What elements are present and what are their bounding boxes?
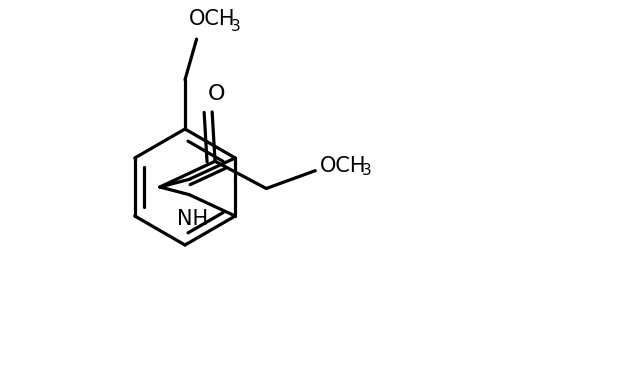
Text: O: O [207, 84, 225, 104]
Text: OCH: OCH [320, 156, 367, 176]
Text: OCH: OCH [189, 9, 235, 29]
Text: NH: NH [177, 209, 207, 229]
Text: 3: 3 [230, 19, 241, 34]
Text: 3: 3 [362, 163, 372, 178]
